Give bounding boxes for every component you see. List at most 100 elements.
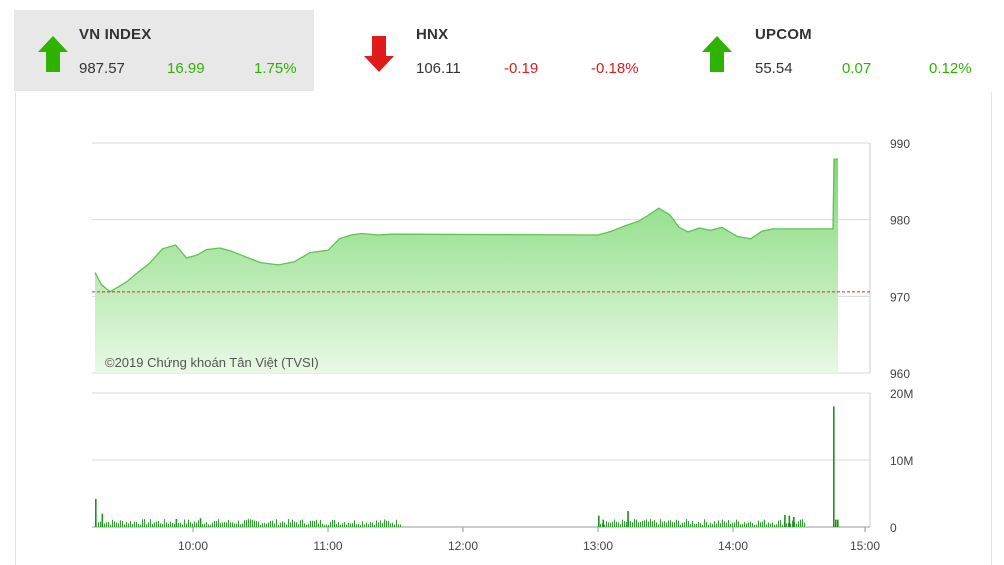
volume-bar (662, 521, 663, 527)
time-tick-label: 12:00 (448, 539, 478, 553)
volume-bar (268, 522, 269, 527)
volume-bar (344, 522, 345, 527)
volume-bar (220, 523, 221, 527)
volume-bar (140, 524, 141, 527)
ticker-percent: 0.12% (929, 60, 972, 77)
volume-bar (756, 524, 757, 527)
volume-bar (198, 520, 199, 527)
volume-bar (670, 520, 671, 527)
volume-bar (100, 521, 101, 527)
volume-bar (348, 522, 349, 527)
ticker-percent: -0.18% (591, 60, 639, 77)
volume-bar (744, 522, 745, 527)
volume-bar (702, 524, 703, 527)
volume-bar (156, 521, 157, 527)
ticker-value: 55.54 (755, 60, 793, 77)
volume-bar (602, 519, 605, 527)
volume-bar (644, 520, 645, 527)
volume-bar (296, 522, 297, 527)
volume-bar (740, 524, 741, 527)
ticker-value: 987.57 (79, 60, 125, 77)
ticker-value: 106.11 (416, 60, 461, 77)
volume-bar (108, 521, 109, 527)
ticker-hnx[interactable]: HNX 106.11 -0.19 -0.18% (340, 10, 660, 91)
volume-bar (394, 524, 395, 527)
volume-bar (837, 519, 839, 527)
volume-bars (95, 406, 839, 527)
volume-bar (388, 521, 389, 527)
price-y-tick-label: 970 (890, 290, 910, 304)
volume-bar (378, 522, 379, 527)
volume-bar (222, 522, 223, 527)
market-ticker-bar: VN INDEX 987.57 16.99 1.75% HNX 106.11 -… (0, 0, 1004, 91)
volume-bar (242, 523, 243, 527)
volume-bar (168, 523, 169, 527)
volume-bar (338, 522, 339, 527)
volume-bar (694, 523, 695, 527)
volume-bar (608, 522, 609, 527)
volume-bar (252, 519, 253, 527)
volume-bar (148, 522, 149, 527)
volume-bar (188, 519, 189, 527)
volume-bar (160, 523, 161, 527)
volume-bar (650, 519, 651, 527)
volume-bar (368, 524, 369, 527)
volume-bar (638, 522, 639, 527)
volume-bar (604, 524, 605, 527)
volume-bar (124, 524, 125, 527)
price-y-tick-label: 980 (890, 214, 910, 228)
volume-bar (162, 523, 163, 527)
volume-bar (146, 524, 147, 527)
volume-bar (382, 522, 383, 527)
volume-bar (392, 522, 393, 527)
volume-bar (244, 520, 245, 527)
volume-bar (178, 522, 179, 527)
volume-bar (214, 520, 215, 527)
volume-bar (110, 524, 111, 527)
volume-bar (328, 524, 329, 527)
volume-bar (322, 523, 323, 527)
ticker-vn-index[interactable]: VN INDEX 987.57 16.99 1.75% (14, 10, 314, 91)
time-tick-label: 11:00 (313, 539, 342, 553)
volume-bar (746, 523, 747, 527)
volume-y-ticks: 20M 10M 0 (890, 387, 913, 535)
volume-bar (626, 522, 627, 527)
chart-watermark: ©2019 Chứng khoán Tân Việt (TVSI) (105, 355, 319, 370)
volume-bar (292, 519, 293, 527)
volume-bar (666, 522, 667, 527)
volume-bar (606, 521, 607, 527)
volume-bar (342, 523, 343, 527)
price-area-layer (92, 158, 870, 373)
volume-bar (370, 522, 371, 527)
ticker-percent: 1.75% (254, 60, 297, 77)
volume-bar (272, 520, 273, 527)
volume-bar (788, 522, 789, 527)
volume-bar (246, 519, 247, 527)
volume-bar (722, 519, 723, 527)
volume-bar (232, 522, 233, 527)
volume-bar (228, 519, 229, 527)
volume-bar (788, 515, 791, 527)
volume-bar (618, 522, 619, 527)
volume-bar (672, 521, 673, 527)
volume-bar (226, 522, 227, 527)
price-y-ticks: 990 980 970 960 (890, 137, 910, 381)
volume-bar (138, 523, 139, 527)
volume-bar (778, 520, 779, 527)
volume-bar (780, 519, 781, 527)
volume-bar (278, 524, 279, 527)
volume-bar (120, 520, 121, 527)
time-tick-label: 15:00 (850, 539, 880, 553)
volume-bar (358, 524, 359, 527)
volume-bar (768, 522, 769, 527)
volume-bar (396, 519, 397, 527)
volume-bar (700, 523, 701, 527)
volume-bar (622, 519, 623, 527)
volume-bar (184, 519, 185, 527)
volume-bar (286, 524, 287, 527)
ticker-upcom[interactable]: UPCOM 55.54 0.07 0.12% (678, 10, 998, 91)
volume-bar (730, 523, 731, 527)
volume-bar (688, 521, 689, 527)
volume-bar (772, 522, 773, 527)
